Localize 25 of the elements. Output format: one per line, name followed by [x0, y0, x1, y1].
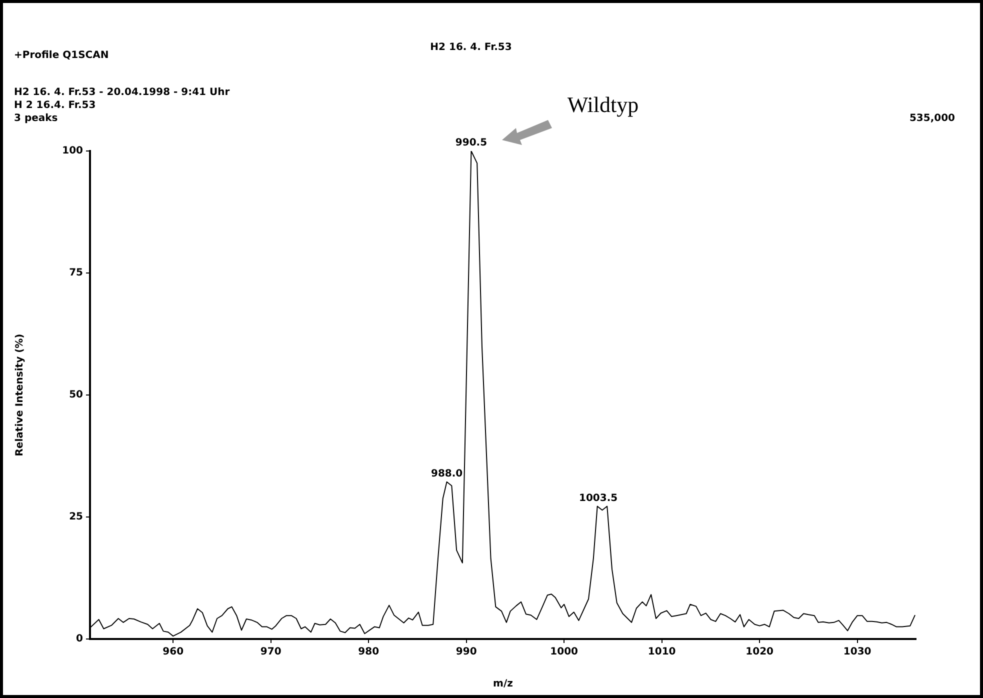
x-tick-label: 960	[162, 646, 184, 658]
x-tick-label: 1010	[648, 646, 676, 658]
text: +Profile Q1SCAN	[14, 50, 109, 61]
y-tick-label: 100	[62, 146, 84, 157]
text: Wildtyp	[567, 92, 639, 117]
y-tick-label: 25	[69, 512, 84, 523]
chart-title: H2 16. 4. Fr.53	[430, 42, 512, 53]
x-axis-title: m/z	[493, 678, 514, 690]
text: H 2 16.4. Fr.53	[14, 100, 96, 111]
x-tick-label: 1000	[550, 646, 578, 658]
y-tick-label: 50	[69, 390, 84, 401]
text: 535,000	[909, 113, 956, 124]
x-tick-label: 1030	[843, 646, 872, 658]
annotation: 990.5	[455, 138, 488, 149]
annotation: 1003.5	[579, 492, 618, 504]
y-tick-label: 0	[76, 634, 84, 645]
x-tick-label: 980	[358, 646, 380, 658]
x-tick-label: 990	[456, 646, 477, 658]
y-axis-title: Relative Intensity (%)	[14, 334, 26, 456]
x-tick-label: 1020	[746, 646, 774, 658]
text: 3 peaks	[14, 113, 58, 124]
text: H2 16. 4. Fr.53 - 20.04.1998 - 9:41 Uhr	[14, 87, 230, 98]
y-tick-label: 75	[69, 268, 84, 279]
annotation: 988.0	[430, 468, 463, 480]
x-tick-label: 970	[260, 646, 282, 658]
